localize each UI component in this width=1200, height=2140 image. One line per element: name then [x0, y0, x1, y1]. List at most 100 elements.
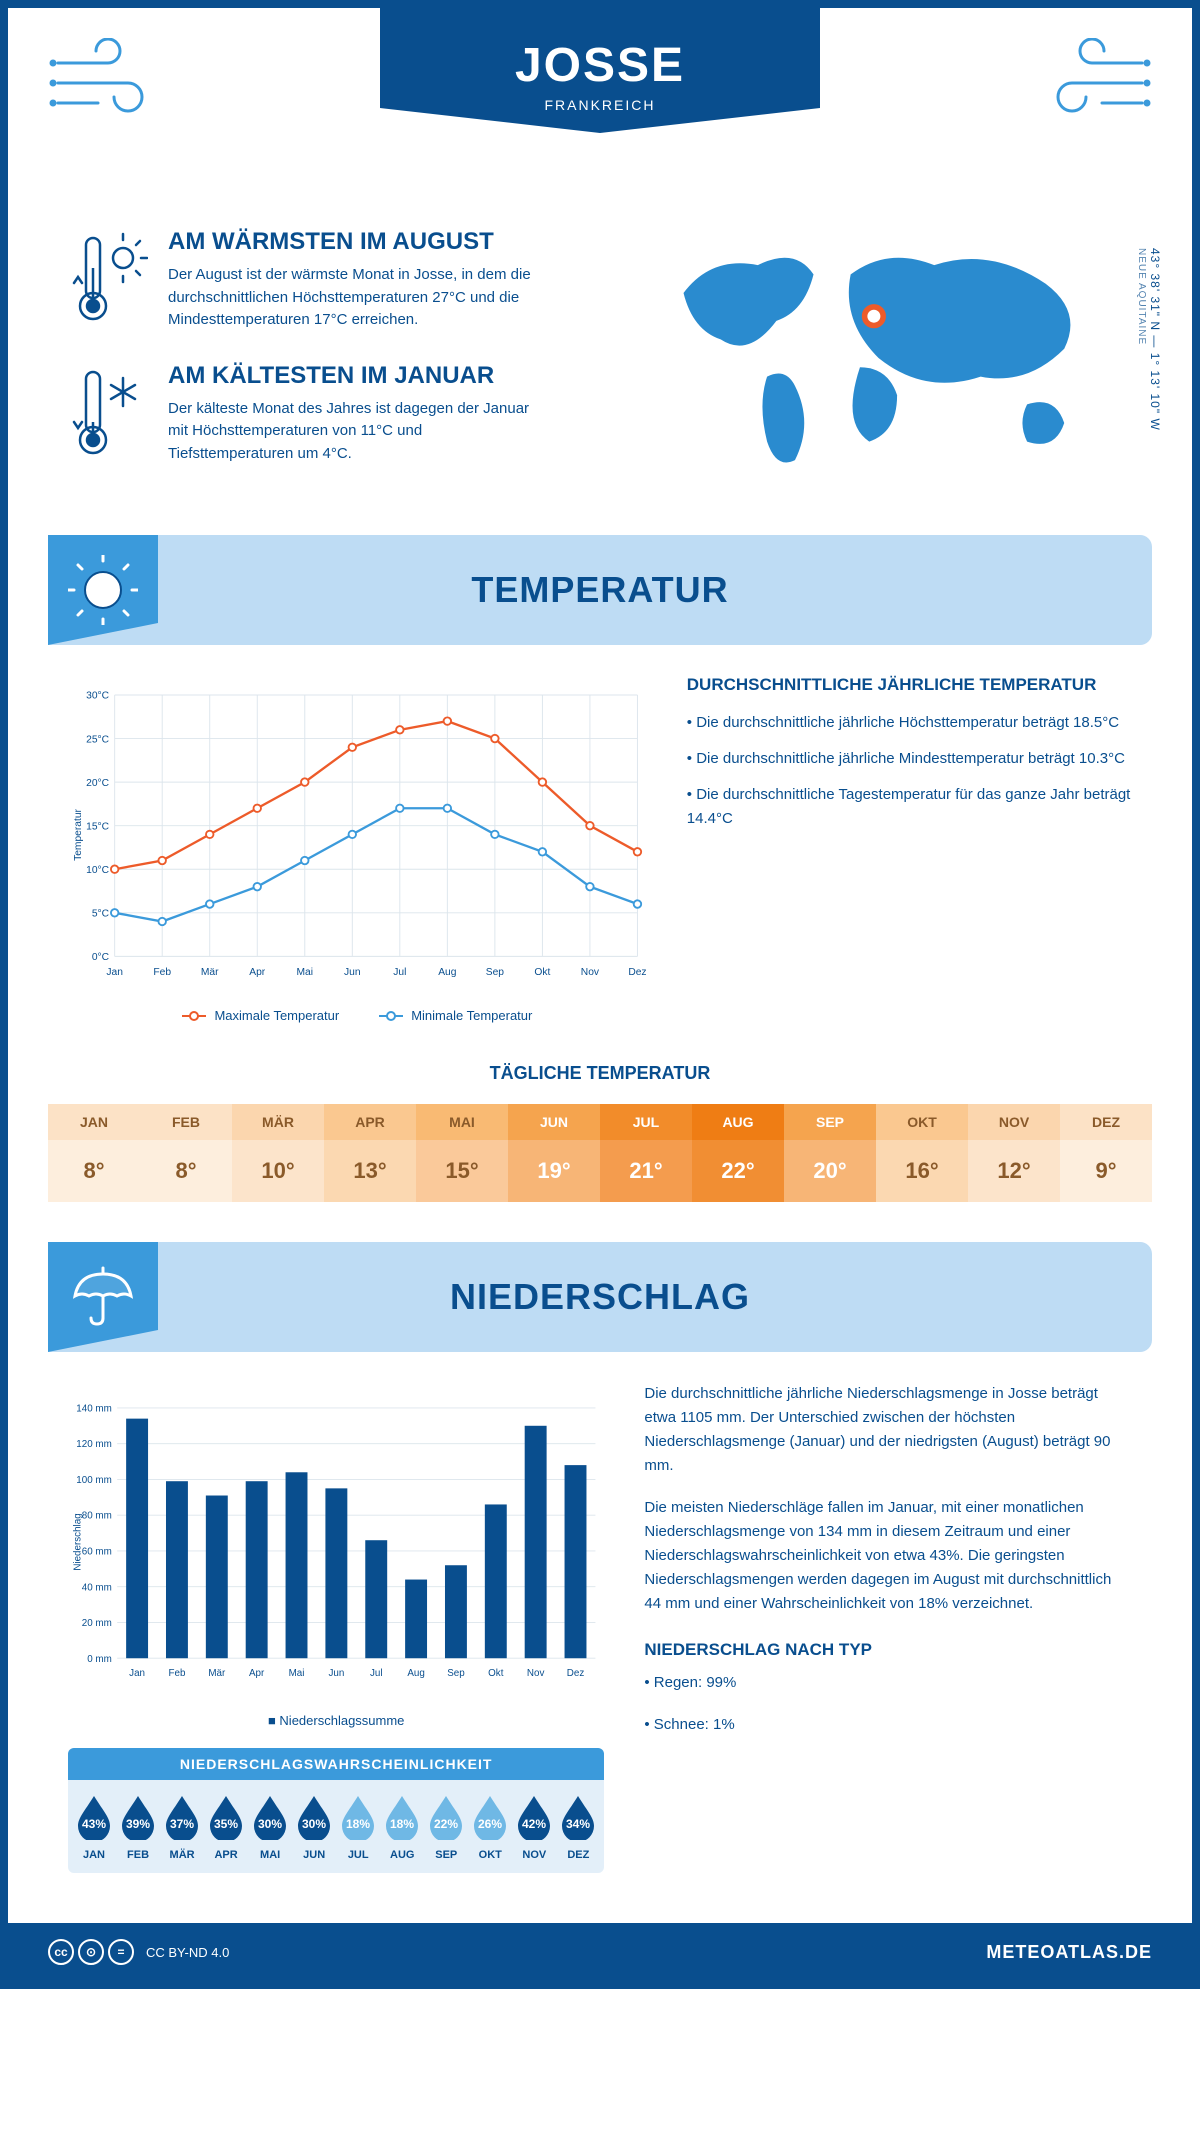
svg-text:Jun: Jun [344, 967, 361, 978]
temp-info-b3: • Die durchschnittliche Tagestemperatur … [687, 783, 1132, 831]
svg-text:Jul: Jul [393, 967, 406, 978]
svg-text:35%: 35% [214, 1817, 238, 1831]
temp-section-title: TEMPERATUR [471, 569, 728, 611]
month-cell: OKT 16° [876, 1104, 968, 1202]
thermometer-cold-icon [68, 362, 148, 462]
svg-text:100 mm: 100 mm [76, 1475, 112, 1486]
coordinates: 43° 38' 31" N — 1° 13' 10" W NEUE AQUITA… [1134, 248, 1162, 431]
svg-text:34%: 34% [566, 1817, 590, 1831]
wind-icon-left [48, 38, 168, 133]
precip-drop: 37%MÄR [161, 1792, 203, 1861]
thermometer-hot-icon [68, 228, 148, 328]
precip-p1: Die durchschnittliche jährliche Niedersc… [644, 1382, 1132, 1478]
precip-drop: 22%SEP [425, 1792, 467, 1861]
precip-drop: 42%NOV [513, 1792, 555, 1861]
month-cell: AUG 22° [692, 1104, 784, 1202]
svg-text:Apr: Apr [249, 967, 266, 978]
svg-text:39%: 39% [126, 1817, 150, 1831]
umbrella-icon [48, 1242, 158, 1352]
precip-drop: 26%OKT [469, 1792, 511, 1861]
svg-text:Okt: Okt [534, 967, 550, 978]
daily-temp-title: TÄGLICHE TEMPERATUR [8, 1063, 1192, 1084]
daily-temp-strip: JAN 8°FEB 8°MÄR 10°APR 13°MAI 15°JUN 19°… [48, 1104, 1152, 1202]
temp-info-heading: DURCHSCHNITTLICHE JÄHRLICHE TEMPERATUR [687, 675, 1132, 695]
precip-text-panel: Die durchschnittliche jährliche Niedersc… [644, 1382, 1132, 1873]
svg-text:80 mm: 80 mm [82, 1511, 112, 1522]
wind-icon-right [1032, 38, 1152, 133]
svg-text:Apr: Apr [249, 1668, 265, 1679]
svg-text:Nov: Nov [581, 967, 600, 978]
month-cell: SEP 20° [784, 1104, 876, 1202]
svg-text:Niederschlag: Niederschlag [73, 1513, 84, 1570]
precip-t2: • Schnee: 1% [644, 1713, 1132, 1737]
precip-bar-chart: 0 mm20 mm40 mm60 mm80 mm100 mm120 mm140 … [68, 1382, 604, 1702]
svg-text:37%: 37% [170, 1817, 194, 1831]
precip-type-heading: NIEDERSCHLAG NACH TYP [644, 1636, 1132, 1663]
legend-min-temp: Minimale Temperatur [379, 1008, 532, 1023]
svg-text:30%: 30% [302, 1817, 326, 1831]
svg-text:43%: 43% [82, 1817, 106, 1831]
svg-text:Mär: Mär [208, 1668, 226, 1679]
coldest-title: AM KÄLTESTEN IM JANUAR [168, 362, 548, 390]
svg-text:140 mm: 140 mm [76, 1403, 112, 1414]
month-cell: NOV 12° [968, 1104, 1060, 1202]
temp-info-b1: • Die durchschnittliche jährliche Höchst… [687, 711, 1132, 735]
svg-text:120 mm: 120 mm [76, 1439, 112, 1450]
month-cell: JUN 19° [508, 1104, 600, 1202]
month-cell: DEZ 9° [1060, 1104, 1152, 1202]
month-cell: MAI 15° [416, 1104, 508, 1202]
precip-p2: Die meisten Niederschläge fallen im Janu… [644, 1496, 1132, 1616]
cc-icons: cc ⊙ = [48, 1939, 134, 1965]
svg-text:Aug: Aug [438, 967, 457, 978]
svg-text:Feb: Feb [153, 967, 171, 978]
svg-text:Sep: Sep [447, 1668, 465, 1679]
precip-section-header: NIEDERSCHLAG [48, 1242, 1152, 1352]
precip-section-title: NIEDERSCHLAG [450, 1276, 750, 1318]
header: JOSSE FRANKREICH [8, 8, 1192, 208]
precip-legend: Niederschlagssumme [68, 1713, 604, 1728]
precip-drop: 18%JUL [337, 1792, 379, 1861]
svg-text:60 mm: 60 mm [82, 1547, 112, 1558]
precip-probability-panel: NIEDERSCHLAGSWAHRSCHEINLICHKEIT 43%JAN39… [68, 1748, 604, 1873]
precip-drop: 30%MAI [249, 1792, 291, 1861]
world-map-panel: 43° 38' 31" N — 1° 13' 10" W NEUE AQUITA… [644, 228, 1132, 495]
month-cell: JAN 8° [48, 1104, 140, 1202]
title-banner: JOSSE FRANKREICH [380, 8, 820, 133]
temp-line-chart: 0°C5°C10°C15°C20°C25°C30°CJanFebMärAprMa… [68, 675, 647, 1023]
month-cell: MÄR 10° [232, 1104, 324, 1202]
precip-drop: 39%FEB [117, 1792, 159, 1861]
svg-text:Nov: Nov [527, 1668, 545, 1679]
svg-text:Mai: Mai [289, 1668, 305, 1679]
precip-drop: 34%DEZ [557, 1792, 599, 1861]
city-title: JOSSE [380, 38, 820, 93]
svg-text:Dez: Dez [628, 967, 646, 978]
svg-text:Dez: Dez [567, 1668, 585, 1679]
svg-text:Jan: Jan [106, 967, 123, 978]
temp-section-header: TEMPERATUR [48, 535, 1152, 645]
svg-text:30%: 30% [258, 1817, 282, 1831]
svg-text:20°C: 20°C [86, 778, 110, 789]
precip-drop: 18%AUG [381, 1792, 423, 1861]
warmest-block: AM WÄRMSTEN IM AUGUST Der August ist der… [68, 228, 604, 332]
svg-text:Aug: Aug [407, 1668, 425, 1679]
coldest-block: AM KÄLTESTEN IM JANUAR Der kälteste Mona… [68, 362, 604, 466]
svg-text:5°C: 5°C [92, 909, 110, 920]
svg-text:30°C: 30°C [86, 691, 110, 702]
svg-text:15°C: 15°C [86, 821, 110, 832]
svg-text:0 mm: 0 mm [87, 1654, 112, 1665]
temp-info-b2: • Die durchschnittliche jährliche Mindes… [687, 747, 1132, 771]
month-cell: FEB 8° [140, 1104, 232, 1202]
country-subtitle: FRANKREICH [380, 97, 820, 113]
temp-info-panel: DURCHSCHNITTLICHE JÄHRLICHE TEMPERATUR •… [687, 675, 1132, 1023]
svg-text:18%: 18% [390, 1817, 414, 1831]
svg-text:Temperatur: Temperatur [73, 808, 84, 860]
precip-t1: • Regen: 99% [644, 1671, 1132, 1695]
warmest-title: AM WÄRMSTEN IM AUGUST [168, 228, 548, 256]
precip-drop: 43%JAN [73, 1792, 115, 1861]
svg-text:25°C: 25°C [86, 734, 110, 745]
svg-text:Jun: Jun [328, 1668, 344, 1679]
warmest-text: Der August ist der wärmste Monat in Joss… [168, 264, 548, 332]
svg-text:0°C: 0°C [92, 952, 110, 963]
svg-text:Jul: Jul [370, 1668, 383, 1679]
svg-text:40 mm: 40 mm [82, 1582, 112, 1593]
